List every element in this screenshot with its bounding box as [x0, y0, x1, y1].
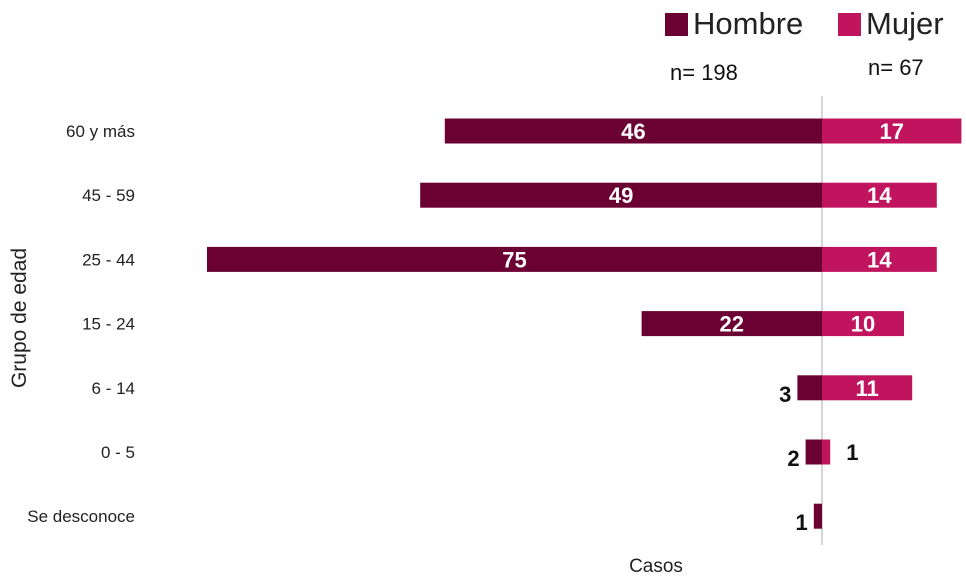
bar-hombre-25-44 — [207, 246, 822, 272]
data-label-mujer-15-24: 10 — [851, 312, 875, 337]
category-label-25-44: 25 - 44 — [82, 250, 135, 269]
category-label-15-24: 15 - 24 — [82, 315, 135, 334]
bar-hombre-60-y-m-s — [444, 118, 822, 144]
legend-mujer-swatch — [838, 12, 861, 36]
data-label-mujer-60-y-m-s: 17 — [879, 119, 903, 144]
legend-mujer-label: Mujer — [866, 6, 944, 41]
legend-hombre: Hombre — [665, 6, 803, 42]
y-axis-title: Grupo de edad — [8, 247, 31, 389]
category-label-6-14: 6 - 14 — [92, 379, 135, 398]
category-label-0-5: 0 - 5 — [101, 443, 135, 462]
bar-mujer-45-59 — [822, 182, 937, 208]
bar-hombre-15-24 — [641, 311, 822, 337]
data-label-hombre-0-5: 2 — [787, 446, 799, 471]
bar-hombre-0-5 — [805, 439, 822, 465]
category-label-45-59: 45 - 59 — [82, 186, 135, 205]
legend-mujer-n: n= 67 — [868, 55, 924, 80]
data-label-mujer-25-44: 14 — [867, 247, 892, 272]
legend-hombre-label: Hombre — [693, 6, 804, 41]
bar-mujer-0-5 — [822, 439, 831, 465]
category-label-se-desconoce: Se desconoce — [27, 507, 135, 526]
data-label-mujer-45-59: 14 — [867, 183, 892, 208]
bar-hombre-6-14 — [797, 375, 822, 401]
bar-hombre-se-desconoce — [813, 503, 822, 529]
legend-hombre-n: n= 198 — [670, 60, 738, 85]
data-label-hombre-15-24: 22 — [720, 312, 744, 337]
bar-mujer-60-y-m-s — [822, 118, 962, 144]
data-label-hombre-60-y-m-s: 46 — [621, 119, 645, 144]
bar-mujer-6-14 — [822, 375, 913, 401]
legend-mujer: Mujer — [838, 6, 944, 42]
data-label-hombre-45-59: 49 — [609, 183, 633, 208]
x-axis-title: Casos — [629, 556, 683, 577]
data-label-hombre-6-14: 3 — [779, 382, 791, 407]
legend-hombre-swatch — [665, 12, 688, 36]
bar-hombre-45-59 — [420, 182, 822, 208]
data-label-hombre-25-44: 75 — [502, 247, 526, 272]
data-label-mujer-6-14: 11 — [855, 376, 878, 401]
data-label-hombre-se-desconoce: 1 — [796, 510, 808, 535]
category-label-60-y-m-s: 60 y más — [66, 122, 135, 141]
data-label-mujer-0-5: 1 — [846, 440, 858, 465]
bar-mujer-25-44 — [822, 246, 937, 272]
bar-mujer-15-24 — [822, 311, 904, 337]
